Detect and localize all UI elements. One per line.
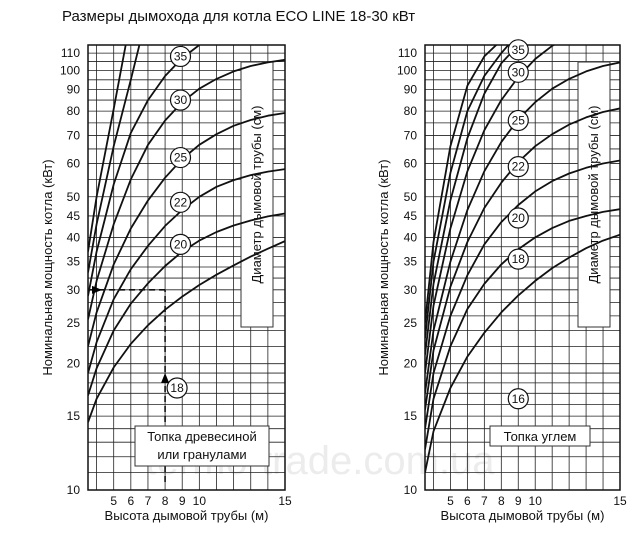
y-tick-label: 110 — [398, 46, 417, 60]
series-marker-30 — [169, 89, 192, 111]
y-tick-label: 50 — [67, 190, 81, 204]
series-label-16: 16 — [512, 392, 526, 406]
series-marker-16 — [507, 388, 529, 410]
series-label-25: 25 — [512, 113, 526, 127]
example-arrow-up — [161, 372, 170, 383]
y-tick-label: 90 — [404, 83, 418, 97]
diameter-label: Диаметр дымовой трубы (см) — [249, 106, 264, 284]
y-tick-label: 45 — [67, 209, 81, 223]
fuel-label-box — [134, 425, 270, 467]
series-label-35: 35 — [512, 43, 526, 57]
series-label-35: 35 — [174, 49, 188, 63]
series-marker-22 — [507, 156, 529, 178]
y-tick-label: 40 — [404, 230, 418, 244]
y-tick-label: 15 — [404, 409, 418, 423]
x-tick-label: 5 — [447, 494, 454, 508]
series-marker-25 — [507, 109, 529, 132]
y-tick-label: 25 — [404, 316, 418, 330]
fuel-label-line: Топка углем — [504, 429, 577, 444]
series-label-18: 18 — [170, 381, 184, 395]
x-tick-label: 10 — [529, 494, 543, 508]
x-axis-label: Высота дымовой трубы (м) — [441, 508, 605, 523]
y-tick-label: 10 — [67, 483, 81, 497]
fuel-label-line: или гранулами — [157, 447, 246, 462]
page-title: Размеры дымохода для котла ECO LINE 18-3… — [62, 8, 416, 25]
x-axis-label: Высота дымовой трубы (м) — [105, 508, 269, 523]
y-tick-label: 100 — [60, 63, 80, 77]
y-tick-label: 20 — [404, 357, 418, 371]
y-tick-label: 80 — [404, 104, 418, 118]
series-label-22: 22 — [512, 160, 526, 174]
y-tick-label: 20 — [67, 357, 81, 371]
y-tick-label: 35 — [404, 255, 418, 269]
y-tick-label: 35 — [67, 255, 81, 269]
fuel-label-box — [489, 425, 591, 447]
x-tick-label: 7 — [481, 494, 488, 508]
y-axis-label: Номинальная мощность котла (кВт) — [376, 159, 391, 375]
series-marker-30 — [507, 61, 529, 83]
y-tick-label: 50 — [404, 190, 418, 204]
diameter-label-box — [577, 61, 611, 328]
series-line — [88, 45, 127, 252]
series-label-20: 20 — [512, 211, 526, 225]
fuel-label-line: Топка древесиной — [147, 429, 256, 444]
y-tick-label: 30 — [404, 283, 418, 297]
diameter-label: Диаметр дымовой трубы (см) — [586, 106, 601, 284]
y-tick-label: 100 — [397, 63, 417, 77]
series-line-16 — [425, 233, 620, 473]
series-label-18: 18 — [512, 252, 526, 266]
series-marker-18 — [507, 248, 529, 270]
y-tick-label: 110 — [61, 46, 80, 60]
y-tick-label: 90 — [67, 83, 81, 97]
series-label-20: 20 — [174, 237, 188, 251]
series-line — [425, 45, 498, 324]
x-tick-label: 9 — [515, 494, 522, 508]
y-tick-label: 70 — [404, 128, 418, 142]
series-label-30: 30 — [512, 65, 526, 79]
diameter-label-box — [240, 61, 274, 328]
x-tick-label: 8 — [162, 494, 169, 508]
x-tick-label: 6 — [464, 494, 471, 508]
series-line — [425, 45, 510, 339]
series-line — [88, 45, 141, 273]
y-tick-label: 60 — [404, 157, 418, 171]
series-marker-20 — [507, 207, 529, 229]
y-tick-label: 15 — [67, 409, 81, 423]
series-label-22: 22 — [174, 195, 188, 209]
y-tick-label: 25 — [67, 316, 81, 330]
x-tick-label: 9 — [179, 494, 186, 508]
x-tick-label: 7 — [145, 494, 152, 508]
y-tick-label: 40 — [67, 230, 81, 244]
x-tick-label: 10 — [193, 494, 207, 508]
series-marker-18 — [166, 377, 188, 399]
y-tick-label: 70 — [67, 128, 81, 142]
series-marker-35 — [507, 39, 529, 61]
x-tick-label: 15 — [278, 494, 292, 508]
series-label-30: 30 — [174, 93, 188, 107]
series-marker-20 — [169, 233, 192, 255]
y-tick-label: 80 — [67, 104, 81, 118]
y-tick-label: 10 — [404, 483, 418, 497]
series-marker-22 — [169, 191, 192, 213]
y-tick-label: 60 — [67, 157, 81, 171]
series-label-25: 25 — [174, 151, 188, 165]
x-tick-label: 6 — [127, 494, 134, 508]
chart-panel-left: 10 15 20 25 30 35 40 45 50 60 70 80 90 100 110 5 6 7 8 9 10 1… — [40, 44, 292, 523]
series-line-20 — [425, 159, 620, 429]
series-marker-25 — [169, 146, 192, 169]
example-arrow-left — [92, 285, 102, 294]
series-line-18 — [88, 240, 285, 423]
y-tick-label: 45 — [404, 209, 418, 223]
y-axis-label: Номинальная мощность котла (кВт) — [40, 159, 55, 375]
x-tick-label: 15 — [613, 494, 627, 508]
series-marker-35 — [169, 45, 192, 68]
x-tick-label: 8 — [498, 494, 505, 508]
y-tick-label: 30 — [67, 283, 81, 297]
x-tick-label: 5 — [110, 494, 117, 508]
chart-panel-right: 10 15 20 25 30 35 40 45 50 60 70 80 90 100 110 5 6 7 8 9 10 1… — [376, 39, 627, 523]
